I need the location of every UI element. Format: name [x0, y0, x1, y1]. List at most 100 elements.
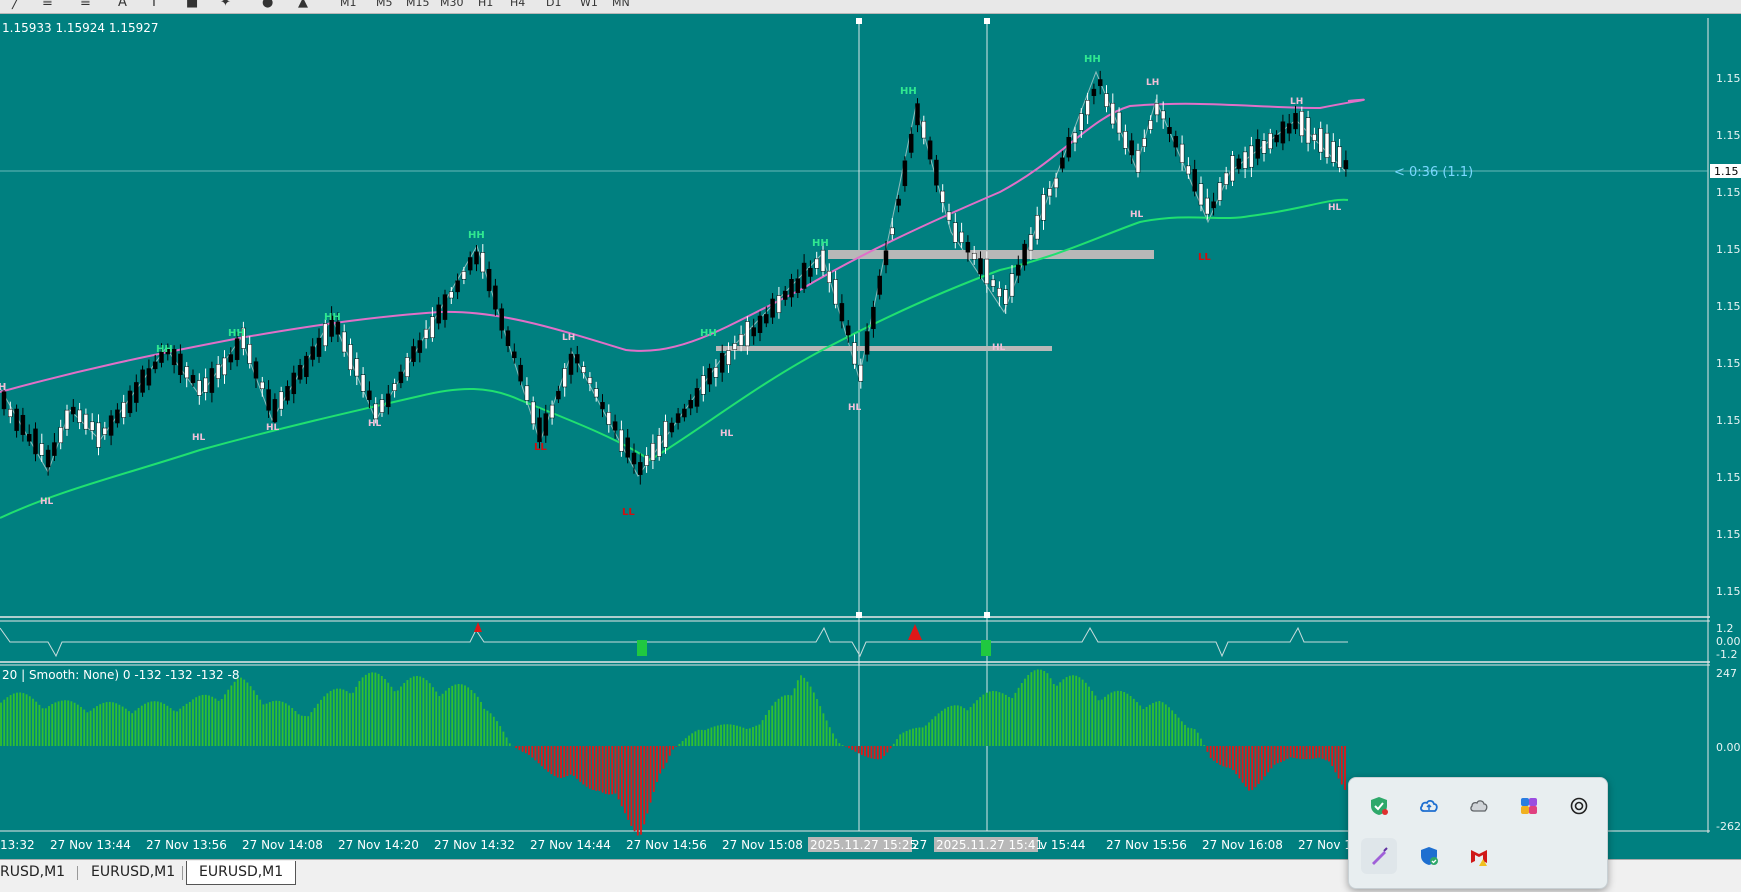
oscillator-axis-label: 247: [1716, 667, 1737, 680]
candle-body: [1305, 117, 1311, 144]
candle-body: [644, 455, 649, 466]
candle-body: [26, 434, 32, 442]
candle-body: [543, 413, 549, 436]
candle-body: [1047, 188, 1053, 197]
time-axis: 13:32 27 Nov 13:44 27 Nov 13:56 27 Nov 1…: [0, 838, 1352, 852]
support-zone-bar: [716, 346, 1052, 351]
candle-body: [738, 334, 744, 346]
timeframe-w1-button[interactable]: W1: [580, 0, 598, 9]
windows-security-icon[interactable]: [1411, 838, 1447, 874]
upper-ma-line: [0, 98, 1365, 393]
price-axis-label: 1.15: [1716, 300, 1741, 313]
signal-axis: 1.2 0.00 -1.2: [1716, 622, 1741, 661]
candle-body: [411, 346, 416, 362]
candle-body: [782, 290, 788, 300]
copilot-icon[interactable]: [1511, 788, 1547, 824]
candle-body: [8, 408, 13, 418]
swing-label-ll: LL: [534, 442, 547, 453]
mcafee-icon[interactable]: [1461, 838, 1497, 874]
text-tool-icon[interactable]: A: [118, 0, 127, 10]
price-axis-label: 1.15: [1716, 186, 1741, 199]
candle-body: [537, 417, 542, 443]
candle-body: [77, 409, 82, 423]
timeframe-m5-button[interactable]: M5: [376, 0, 393, 9]
candle-body: [1242, 151, 1248, 169]
rectangle-tool-icon[interactable]: ■: [186, 0, 199, 10]
line-tool-icon[interactable]: ╱: [12, 0, 20, 10]
time-axis-label: 27 Nov 14:56: [626, 838, 707, 852]
onedrive-icon[interactable]: [1461, 788, 1497, 824]
swing-label-ll: LL: [622, 507, 635, 518]
swing-label-hh: HH: [900, 86, 917, 97]
candle-body: [493, 285, 498, 310]
timeframe-mn-button[interactable]: MN: [612, 0, 630, 9]
price-axis-label: 1.15: [1716, 129, 1741, 142]
oscillator-axis: 247 0.00 -262: [1716, 667, 1741, 833]
triangle-tool-icon[interactable]: ▲: [298, 0, 308, 10]
candle-body: [518, 364, 523, 382]
timeframe-d1-button[interactable]: D1: [546, 0, 562, 9]
swing-label-hh: HH: [812, 238, 829, 249]
candle-body: [801, 262, 807, 289]
channel-tool-icon[interactable]: ≡: [80, 0, 91, 10]
tab-chart-3-active[interactable]: EURUSD,M1: [186, 861, 297, 885]
arrow-tool-icon[interactable]: ✦: [220, 0, 231, 10]
timeframe-h1-button[interactable]: H1: [478, 0, 494, 9]
swing-labels: H HH HH HH HH HH HH HH HH HL HL HL HL HL…: [0, 54, 1342, 518]
candle-body: [146, 368, 152, 386]
candle-body: [423, 328, 429, 339]
sell-signal-arrow: [908, 624, 922, 640]
oscillator-axis-label: -262: [1716, 820, 1741, 833]
pen-icon[interactable]: [1361, 838, 1397, 874]
candle-body: [1085, 100, 1090, 116]
price-chart[interactable]: H HH HH HH HH HH HH HH HH HL HL HL HL HL…: [0, 0, 1741, 859]
candle-body: [795, 278, 801, 293]
candle-body: [467, 257, 473, 271]
time-axis-label: 27 Nov 15:08: [722, 838, 803, 852]
candle-body: [575, 354, 580, 364]
candle-body: [953, 222, 958, 243]
candle-body: [568, 353, 574, 375]
candle-body: [39, 443, 45, 456]
candle-body: [367, 390, 372, 400]
tab-chart-2[interactable]: EURUSD,M1: [79, 861, 187, 885]
time-axis-label: 13:32: [0, 838, 35, 852]
candle-body: [159, 351, 164, 363]
candle-body: [1, 391, 7, 410]
timeframe-m30-button[interactable]: M30: [440, 0, 464, 9]
swing-label-hl: HL: [40, 497, 54, 507]
candle-body: [619, 429, 624, 452]
timeframe-m1-button[interactable]: M1: [340, 0, 357, 9]
crosshair-time-label: 2025.11.27 15:41: [936, 838, 1043, 852]
timeframe-h4-button[interactable]: H4: [510, 0, 526, 9]
fibonacci-tool-icon[interactable]: ≡: [42, 0, 53, 10]
security-check-icon[interactable]: [1361, 788, 1397, 824]
candle-body: [549, 404, 555, 419]
label-tool-icon[interactable]: T: [150, 0, 158, 10]
price-axis-label: 1.15: [1716, 414, 1741, 427]
time-axis-label: 27 Nov 14:20: [338, 838, 419, 852]
swing-label-lh: LH: [1146, 78, 1159, 88]
candle-body: [190, 375, 196, 383]
candle-body: [524, 385, 530, 401]
cloud-sync-icon[interactable]: [1411, 788, 1447, 824]
candle-body: [858, 364, 864, 382]
candle-body: [1104, 93, 1109, 107]
candle-body: [1142, 138, 1147, 147]
candle-body: [178, 353, 183, 375]
candle-body: [612, 421, 618, 431]
ellipse-tool-icon[interactable]: ●: [262, 0, 274, 10]
tab-label: RUSD,M1: [0, 864, 66, 880]
chatgpt-icon[interactable]: [1561, 788, 1597, 824]
candle-body: [934, 159, 939, 186]
candle-body: [1223, 172, 1229, 185]
candle-body: [694, 388, 700, 407]
timeframe-m15-button[interactable]: M15: [406, 0, 430, 9]
candle-body: [14, 408, 19, 431]
candlestick-series: [1, 70, 1349, 485]
tab-chart-1[interactable]: RUSD,M1: [0, 861, 77, 885]
time-axis-label: 27 Nov 13:44: [50, 838, 131, 852]
candle-body: [222, 357, 227, 376]
candle-body: [776, 295, 782, 313]
candle-body: [1318, 128, 1323, 153]
